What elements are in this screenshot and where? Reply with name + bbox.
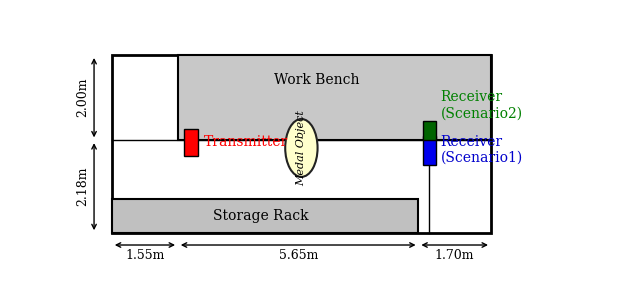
Bar — [178, 55, 491, 140]
Ellipse shape — [285, 119, 317, 177]
Text: 1.70m: 1.70m — [435, 249, 474, 262]
Bar — [184, 129, 198, 156]
Bar — [112, 199, 419, 233]
Text: Receiver
(Scenario2): Receiver (Scenario2) — [440, 90, 523, 120]
Text: Medal Object: Medal Object — [296, 110, 307, 186]
Bar — [423, 136, 435, 165]
Bar — [112, 55, 491, 233]
Text: 5.65m: 5.65m — [278, 249, 318, 262]
Text: 2.18m: 2.18m — [76, 167, 89, 207]
Bar — [423, 121, 435, 140]
Text: 1.55m: 1.55m — [125, 249, 164, 262]
Text: Work Bench: Work Bench — [273, 73, 359, 87]
Text: 2.00m: 2.00m — [76, 78, 89, 117]
Text: Receiver
(Scenario1): Receiver (Scenario1) — [440, 134, 523, 165]
Text: Transmitter: Transmitter — [204, 135, 288, 149]
Text: Storage Rack: Storage Rack — [213, 209, 308, 223]
